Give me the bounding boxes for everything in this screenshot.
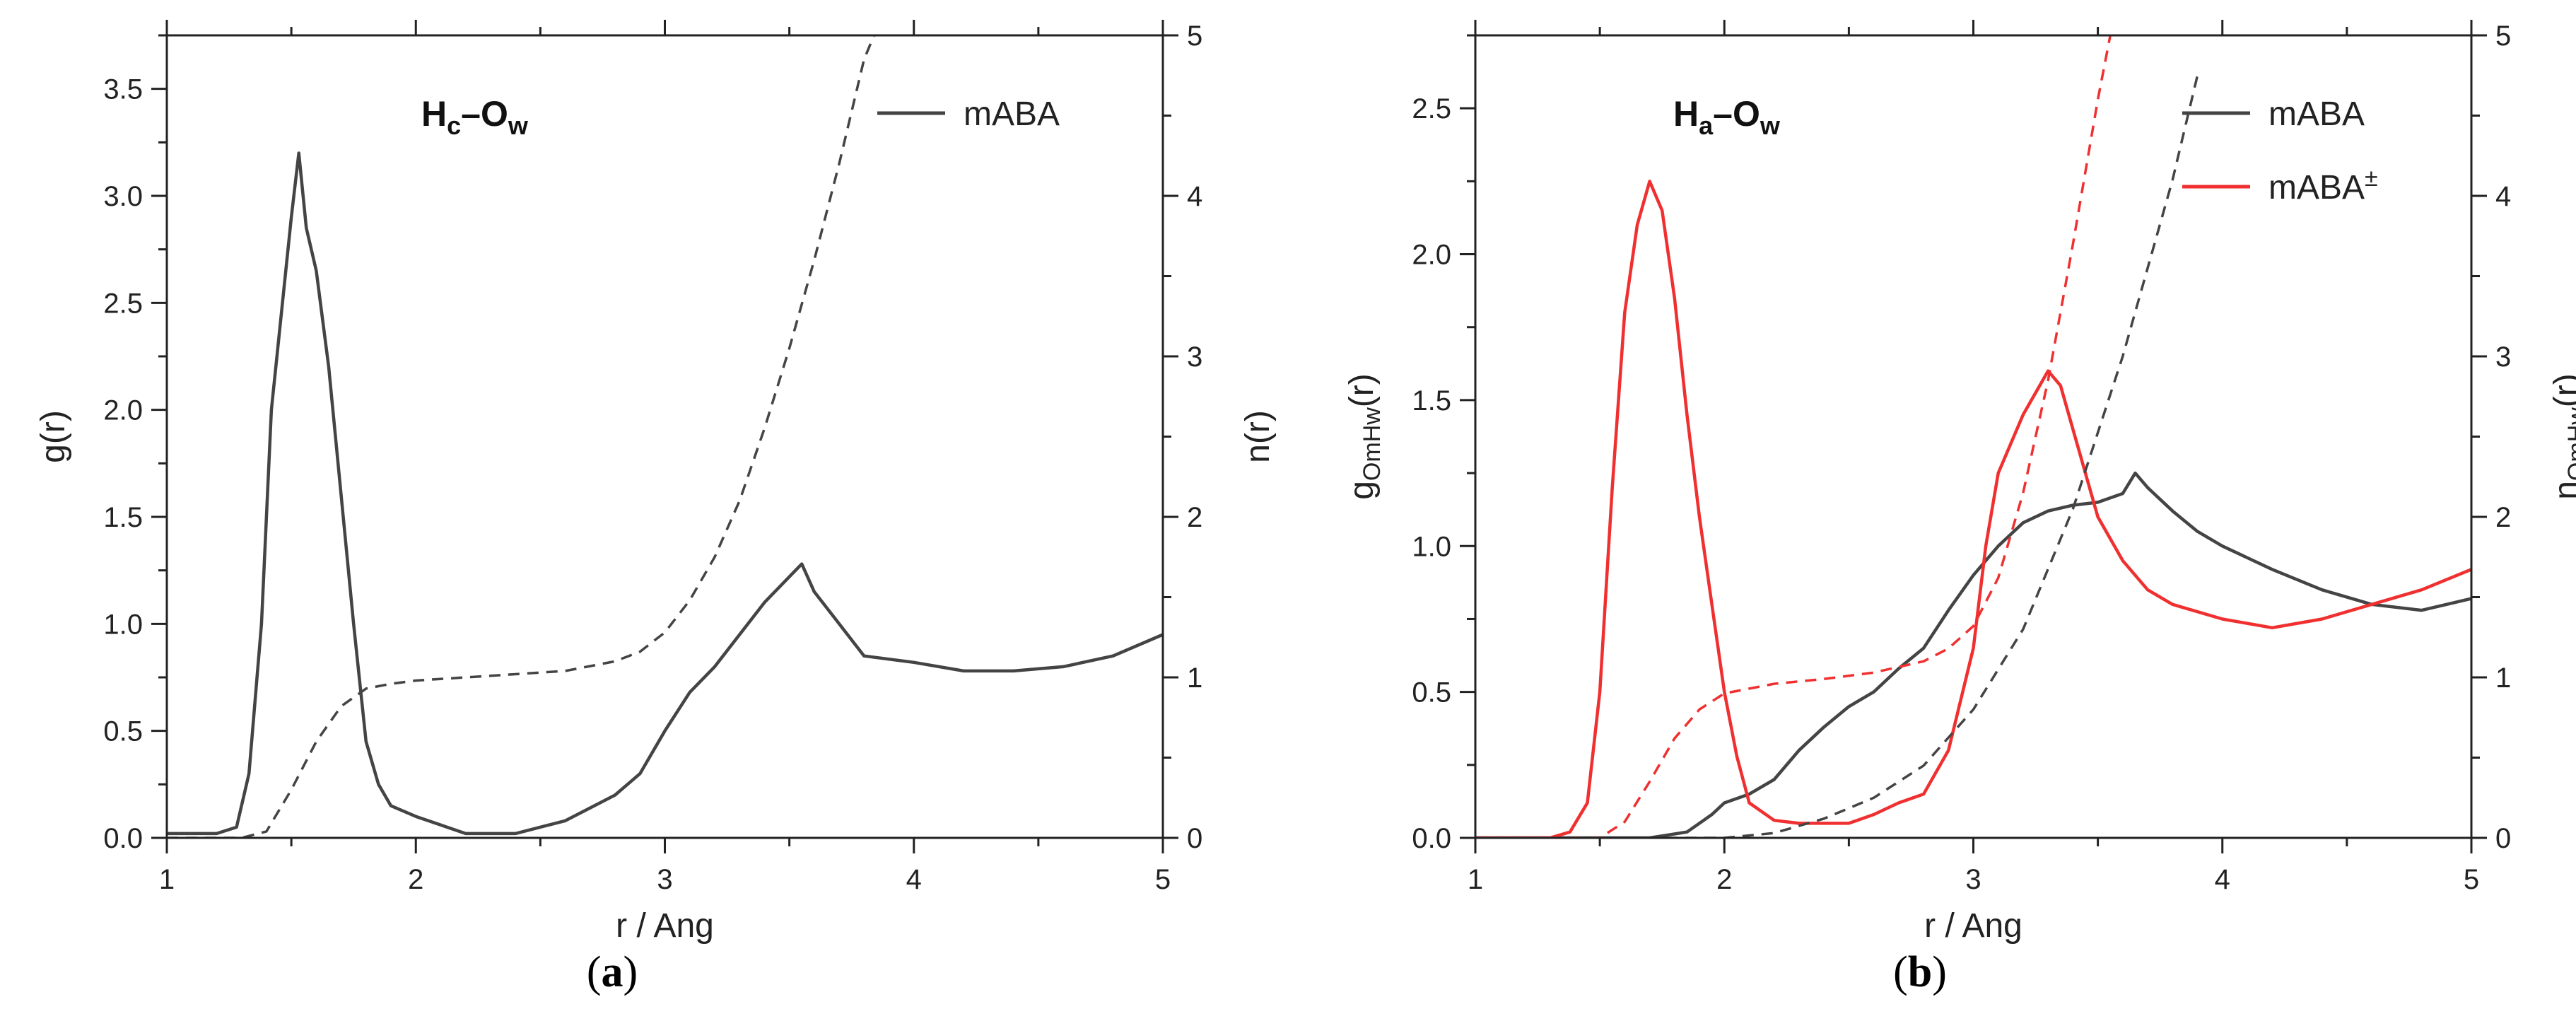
legend-label-b: mABA±	[2268, 165, 2378, 206]
x-tick-label-a: 2	[408, 864, 423, 895]
y-tick-label-left-a: 3.0	[103, 181, 143, 212]
annotation-dash: –O	[461, 94, 508, 134]
y-axis-label-left-a: g(r)	[35, 410, 72, 463]
caption-open-paren: (	[587, 948, 602, 996]
x-tick-label-b: 2	[1716, 864, 1732, 895]
annotation-sub: w	[1760, 111, 1781, 140]
x-tick-label-a: 4	[906, 864, 922, 895]
annotation-sub: w	[508, 111, 529, 140]
y-tick-label-right-b: 2	[2495, 502, 2511, 533]
y-tick-label-right-b: 0	[2495, 823, 2511, 854]
y-tick-label-left-b: 1.5	[1412, 385, 1451, 416]
y-tick-label-left-a: 2.0	[103, 395, 143, 426]
y-tick-label-right-b: 4	[2495, 181, 2511, 212]
caption-letter: b	[1908, 948, 1932, 996]
panel-caption-b: (b)	[1893, 948, 1947, 996]
annotation-main: H	[1673, 94, 1699, 134]
y-label-main: g	[1343, 481, 1381, 500]
y-tick-label-right-a: 5	[1187, 21, 1202, 52]
y-tick-label-left-a: 2.5	[103, 288, 143, 319]
y-tick-label-right-a: 2	[1187, 502, 1202, 533]
x-tick-label-b: 1	[1468, 864, 1483, 895]
x-tick-label-b: 3	[1965, 864, 1981, 895]
y-tick-label-right-a: 4	[1187, 181, 1202, 212]
y-tick-label-left-a: 0.0	[103, 823, 143, 854]
plot-frame-b	[1474, 34, 2473, 839]
x-axis-label-b: r / Ang	[1924, 907, 2022, 945]
panel-caption-a: (a)	[587, 948, 638, 996]
y-tick-label-left-a: 3.5	[103, 74, 143, 105]
y-axis-label-right-a: n(r)	[1239, 410, 1277, 463]
y-tick-label-left-a: 1.5	[103, 502, 143, 533]
x-tick-label-a: 5	[1155, 864, 1171, 895]
x-tick-label-a: 3	[657, 864, 672, 895]
y-tick-label-left-b: 2.5	[1412, 93, 1451, 124]
caption-letter: a	[602, 948, 623, 996]
y-tick-label-left-b: 2.0	[1412, 240, 1451, 271]
y-label-sub: OmHw	[1359, 407, 1386, 481]
legend-sup: ±	[2365, 165, 2378, 192]
y-label-tail: (r)	[1343, 373, 1381, 407]
y-tick-label-left-a: 1.0	[103, 609, 143, 640]
panel-annotation-a: Hc–Ow	[421, 94, 529, 140]
legend-text: mABA	[964, 95, 1060, 133]
y-tick-label-left-b: 1.0	[1412, 531, 1451, 562]
y-label-main: n	[2548, 481, 2576, 500]
x-tick-label-a: 1	[159, 864, 175, 895]
series-b-3	[1475, 35, 2112, 838]
series-b-1	[1475, 180, 2471, 838]
y-tick-label-right-b: 5	[2495, 21, 2511, 52]
panel-a: 1 2 3 4 5 0.0 0.5 1.0 1.5 2.0 2.5 3.0 3.5 0 1 2 3 4 5 r / A…	[35, 20, 1277, 996]
series-a-0	[167, 151, 1163, 836]
annotation-sub: c	[447, 111, 461, 140]
series-a-1	[167, 35, 876, 838]
y-tick-label-left-b: 0.0	[1412, 823, 1451, 854]
x-axis-label-a: r / Ang	[616, 907, 714, 945]
y-tick-label-right-b: 3	[2495, 342, 2511, 373]
y-axis-label-right-b: nOmHw(r)	[2548, 373, 2576, 500]
annotation-main: H	[421, 94, 447, 134]
legend-label-b: mABA	[2268, 95, 2365, 133]
series-b-0	[1475, 471, 2471, 838]
annotation-dash: –O	[1713, 94, 1760, 134]
y-tick-label-left-b: 0.5	[1412, 677, 1451, 708]
y-label-sub: OmHw	[2563, 407, 2576, 481]
y-label-tail: (r)	[2548, 373, 2576, 407]
y-tick-label-right-a: 1	[1187, 663, 1202, 694]
panel-annotation-b: Ha–Ow	[1673, 94, 1781, 140]
legend-text: mABA	[2268, 95, 2365, 133]
plot-frame-a	[165, 34, 1164, 839]
series-b-2	[1475, 75, 2199, 838]
y-tick-label-right-a: 3	[1187, 342, 1202, 373]
x-tick-label-b: 5	[2464, 864, 2479, 895]
annotation-sub: a	[1699, 111, 1714, 140]
caption-close-paren: )	[623, 948, 638, 996]
y-axis-label-left-b: gOmHw(r)	[1343, 373, 1386, 500]
y-tick-label-left-a: 0.5	[103, 716, 143, 747]
x-tick-label-b: 4	[2215, 864, 2230, 895]
legend-text: mABA	[2268, 169, 2365, 206]
caption-close-paren: )	[1932, 948, 1947, 996]
legend-label-a: mABA	[964, 95, 1060, 133]
y-tick-label-right-a: 0	[1187, 823, 1202, 854]
y-tick-label-right-b: 1	[2495, 663, 2511, 694]
caption-open-paren: (	[1893, 948, 1908, 996]
